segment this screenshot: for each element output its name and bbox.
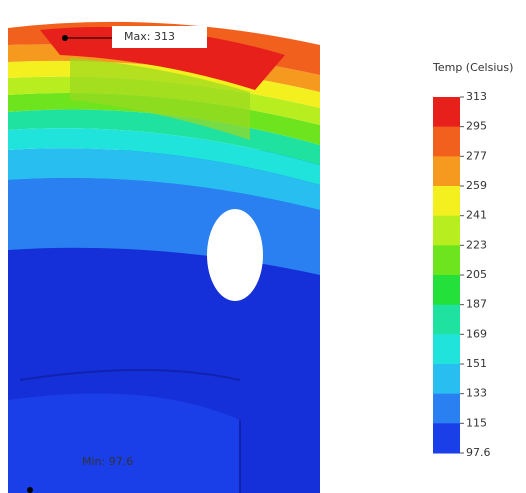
tick-label: 223 [466, 238, 487, 251]
legend-title: Temp (Celsius) [432, 61, 513, 74]
color-band [433, 364, 460, 395]
color-band [433, 97, 460, 128]
min-dot [27, 487, 33, 493]
tick-label: 313 [466, 90, 487, 103]
tick-label: 205 [466, 268, 487, 281]
max-dot [62, 35, 68, 41]
tick-label: 115 [466, 416, 487, 429]
color-band [433, 393, 460, 424]
tick-label: 151 [466, 357, 487, 370]
max-annotation: Max: 313 [62, 26, 207, 48]
color-bar: 313 295 277 259 241 223 205 187 169 151 133 115 97.6 [433, 90, 491, 459]
color-band [433, 126, 460, 157]
piston-model [8, 21, 320, 493]
color-band [433, 423, 460, 454]
tick-label: 187 [466, 298, 487, 311]
color-band [433, 334, 460, 365]
color-band [433, 215, 460, 246]
tick-label: 133 [466, 387, 487, 400]
min-annotation: Min: 97.6 [27, 455, 133, 493]
min-label: Min: 97.6 [82, 455, 133, 468]
color-band [433, 304, 460, 335]
color-band [433, 275, 460, 306]
tick-label: 97.6 [466, 446, 491, 459]
tick-label: 295 [466, 120, 487, 133]
color-band [433, 245, 460, 276]
color-band [433, 186, 460, 217]
tick-label: 169 [466, 327, 487, 340]
color-band [433, 156, 460, 187]
max-box [112, 26, 207, 48]
max-label: Max: 313 [124, 30, 175, 43]
tick-label: 277 [466, 149, 487, 162]
tick-label: 241 [466, 209, 487, 222]
tick-label: 259 [466, 179, 487, 192]
